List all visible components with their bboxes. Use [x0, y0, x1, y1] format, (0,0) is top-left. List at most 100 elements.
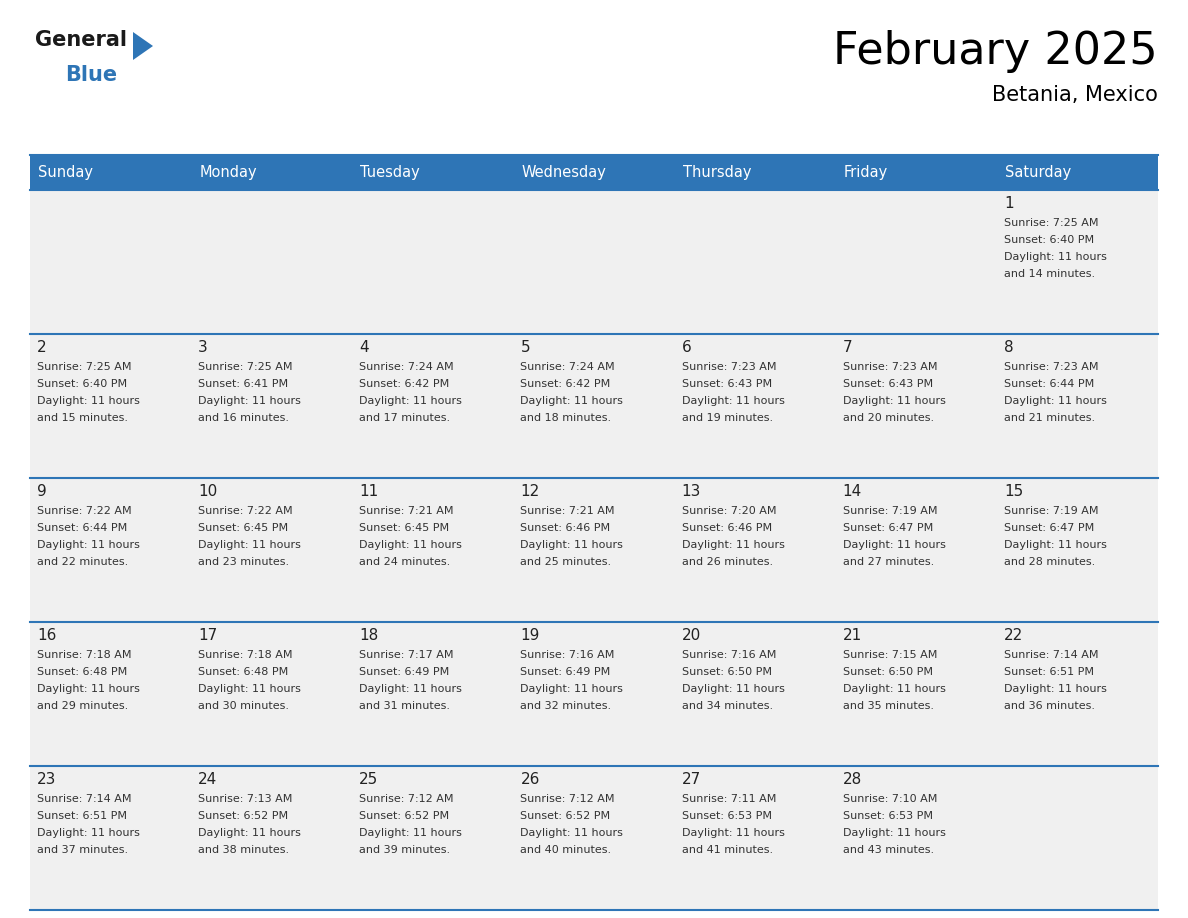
- Text: and 18 minutes.: and 18 minutes.: [520, 413, 612, 423]
- Text: Sunrise: 7:23 AM: Sunrise: 7:23 AM: [682, 362, 776, 372]
- Text: Daylight: 11 hours: Daylight: 11 hours: [682, 540, 784, 550]
- Bar: [30, 190, 1158, 334]
- Text: Sunrise: 7:22 AM: Sunrise: 7:22 AM: [198, 506, 292, 516]
- Text: and 41 minutes.: and 41 minutes.: [682, 845, 772, 855]
- Text: and 36 minutes.: and 36 minutes.: [1004, 701, 1095, 711]
- Text: Sunrise: 7:16 AM: Sunrise: 7:16 AM: [682, 650, 776, 660]
- Text: Sunset: 6:48 PM: Sunset: 6:48 PM: [37, 667, 127, 677]
- Bar: [30, 155, 1158, 190]
- Text: Sunrise: 7:16 AM: Sunrise: 7:16 AM: [520, 650, 615, 660]
- Text: 9: 9: [37, 484, 46, 499]
- Text: Sunrise: 7:18 AM: Sunrise: 7:18 AM: [37, 650, 132, 660]
- Text: Sunrise: 7:14 AM: Sunrise: 7:14 AM: [1004, 650, 1099, 660]
- Text: 1: 1: [1004, 196, 1013, 211]
- Text: Sunset: 6:51 PM: Sunset: 6:51 PM: [1004, 667, 1094, 677]
- Text: Daylight: 11 hours: Daylight: 11 hours: [842, 540, 946, 550]
- Text: Daylight: 11 hours: Daylight: 11 hours: [198, 828, 301, 838]
- Text: Sunset: 6:53 PM: Sunset: 6:53 PM: [682, 811, 771, 821]
- Text: 18: 18: [359, 628, 379, 643]
- Text: Monday: Monday: [200, 165, 257, 180]
- Text: Sunset: 6:50 PM: Sunset: 6:50 PM: [842, 667, 933, 677]
- Text: 6: 6: [682, 340, 691, 355]
- Text: Daylight: 11 hours: Daylight: 11 hours: [1004, 396, 1107, 406]
- Text: Sunset: 6:41 PM: Sunset: 6:41 PM: [198, 379, 289, 389]
- Text: Daylight: 11 hours: Daylight: 11 hours: [1004, 684, 1107, 694]
- Text: Daylight: 11 hours: Daylight: 11 hours: [359, 684, 462, 694]
- Text: Sunrise: 7:21 AM: Sunrise: 7:21 AM: [359, 506, 454, 516]
- Text: Daylight: 11 hours: Daylight: 11 hours: [1004, 252, 1107, 262]
- Bar: [30, 622, 1158, 766]
- Text: Wednesday: Wednesday: [522, 165, 606, 180]
- Text: Daylight: 11 hours: Daylight: 11 hours: [198, 396, 301, 406]
- Text: Sunset: 6:53 PM: Sunset: 6:53 PM: [842, 811, 933, 821]
- Text: and 34 minutes.: and 34 minutes.: [682, 701, 772, 711]
- Text: Sunset: 6:45 PM: Sunset: 6:45 PM: [198, 523, 289, 533]
- Text: 5: 5: [520, 340, 530, 355]
- Text: 8: 8: [1004, 340, 1013, 355]
- Text: Sunset: 6:48 PM: Sunset: 6:48 PM: [198, 667, 289, 677]
- Text: Sunrise: 7:15 AM: Sunrise: 7:15 AM: [842, 650, 937, 660]
- Text: and 15 minutes.: and 15 minutes.: [37, 413, 128, 423]
- Text: 23: 23: [37, 772, 56, 787]
- Text: Sunrise: 7:19 AM: Sunrise: 7:19 AM: [1004, 506, 1099, 516]
- Text: and 25 minutes.: and 25 minutes.: [520, 557, 612, 567]
- Text: Daylight: 11 hours: Daylight: 11 hours: [37, 540, 140, 550]
- Text: Daylight: 11 hours: Daylight: 11 hours: [682, 828, 784, 838]
- Text: Sunday: Sunday: [38, 165, 93, 180]
- Text: and 26 minutes.: and 26 minutes.: [682, 557, 772, 567]
- Text: Sunset: 6:52 PM: Sunset: 6:52 PM: [520, 811, 611, 821]
- Text: and 24 minutes.: and 24 minutes.: [359, 557, 450, 567]
- Text: Sunset: 6:47 PM: Sunset: 6:47 PM: [1004, 523, 1094, 533]
- Text: 20: 20: [682, 628, 701, 643]
- Text: Sunrise: 7:25 AM: Sunrise: 7:25 AM: [1004, 218, 1099, 228]
- Text: and 38 minutes.: and 38 minutes.: [198, 845, 289, 855]
- Text: Sunset: 6:44 PM: Sunset: 6:44 PM: [1004, 379, 1094, 389]
- Text: and 40 minutes.: and 40 minutes.: [520, 845, 612, 855]
- Text: Sunrise: 7:12 AM: Sunrise: 7:12 AM: [520, 794, 615, 804]
- Text: Sunrise: 7:18 AM: Sunrise: 7:18 AM: [198, 650, 292, 660]
- Text: 11: 11: [359, 484, 379, 499]
- Text: General: General: [34, 30, 127, 50]
- Text: 15: 15: [1004, 484, 1023, 499]
- Bar: [30, 334, 1158, 478]
- Text: Sunset: 6:46 PM: Sunset: 6:46 PM: [682, 523, 772, 533]
- Text: Sunset: 6:43 PM: Sunset: 6:43 PM: [842, 379, 933, 389]
- Text: Sunset: 6:45 PM: Sunset: 6:45 PM: [359, 523, 449, 533]
- Text: and 39 minutes.: and 39 minutes.: [359, 845, 450, 855]
- Text: and 30 minutes.: and 30 minutes.: [198, 701, 289, 711]
- Text: and 29 minutes.: and 29 minutes.: [37, 701, 128, 711]
- Text: and 28 minutes.: and 28 minutes.: [1004, 557, 1095, 567]
- Text: 17: 17: [198, 628, 217, 643]
- Text: Sunrise: 7:24 AM: Sunrise: 7:24 AM: [520, 362, 615, 372]
- Text: Sunrise: 7:11 AM: Sunrise: 7:11 AM: [682, 794, 776, 804]
- Text: and 37 minutes.: and 37 minutes.: [37, 845, 128, 855]
- Text: and 17 minutes.: and 17 minutes.: [359, 413, 450, 423]
- Text: Daylight: 11 hours: Daylight: 11 hours: [37, 396, 140, 406]
- Text: Sunrise: 7:22 AM: Sunrise: 7:22 AM: [37, 506, 132, 516]
- Text: Daylight: 11 hours: Daylight: 11 hours: [520, 540, 624, 550]
- Text: Daylight: 11 hours: Daylight: 11 hours: [359, 828, 462, 838]
- Text: Sunset: 6:42 PM: Sunset: 6:42 PM: [520, 379, 611, 389]
- Text: Daylight: 11 hours: Daylight: 11 hours: [682, 396, 784, 406]
- Text: 28: 28: [842, 772, 862, 787]
- Text: Sunset: 6:40 PM: Sunset: 6:40 PM: [1004, 235, 1094, 245]
- Text: Blue: Blue: [65, 65, 118, 85]
- Text: 27: 27: [682, 772, 701, 787]
- Text: Daylight: 11 hours: Daylight: 11 hours: [842, 684, 946, 694]
- Text: and 21 minutes.: and 21 minutes.: [1004, 413, 1095, 423]
- Text: Betania, Mexico: Betania, Mexico: [992, 85, 1158, 105]
- Text: and 22 minutes.: and 22 minutes.: [37, 557, 128, 567]
- Text: Friday: Friday: [843, 165, 887, 180]
- Text: Daylight: 11 hours: Daylight: 11 hours: [37, 684, 140, 694]
- Text: Daylight: 11 hours: Daylight: 11 hours: [520, 684, 624, 694]
- Text: 19: 19: [520, 628, 539, 643]
- Text: Sunset: 6:44 PM: Sunset: 6:44 PM: [37, 523, 127, 533]
- Text: February 2025: February 2025: [833, 30, 1158, 73]
- Text: Tuesday: Tuesday: [360, 165, 421, 180]
- Text: Sunrise: 7:23 AM: Sunrise: 7:23 AM: [1004, 362, 1099, 372]
- Text: Daylight: 11 hours: Daylight: 11 hours: [359, 540, 462, 550]
- Text: Sunset: 6:52 PM: Sunset: 6:52 PM: [198, 811, 289, 821]
- Text: Sunset: 6:49 PM: Sunset: 6:49 PM: [520, 667, 611, 677]
- Text: Sunrise: 7:21 AM: Sunrise: 7:21 AM: [520, 506, 615, 516]
- Text: and 31 minutes.: and 31 minutes.: [359, 701, 450, 711]
